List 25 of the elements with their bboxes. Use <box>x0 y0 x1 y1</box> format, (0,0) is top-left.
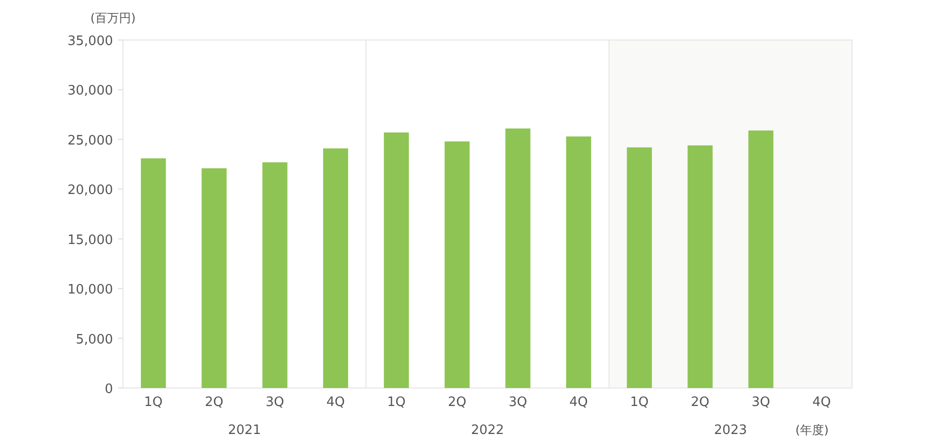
text: 2022 <box>470 423 504 438</box>
x-tick-label: 2Q <box>204 395 224 410</box>
x-tick-label: 1Q <box>630 395 649 410</box>
y-tick-label: 0 <box>104 382 113 397</box>
text: (年度) <box>795 423 829 437</box>
text: 2023 <box>714 423 748 438</box>
x-tick-label: 4Q <box>812 395 831 410</box>
x-tick-label: 1Q <box>387 395 406 410</box>
y-tick-label: 25,000 <box>68 133 113 148</box>
x-tick-label: 3Q <box>266 395 284 410</box>
y-axis-title: (百万円) <box>90 11 136 25</box>
y-tick-label: 10,000 <box>68 282 113 298</box>
y-tick-label: 30,000 <box>68 84 113 99</box>
text: 2021 <box>228 423 262 438</box>
x-tick-label: 4Q <box>326 395 345 410</box>
x-tick-label: 2Q <box>690 395 710 410</box>
y-tick-label: 5,000 <box>76 332 113 348</box>
y-tick-label: 15,000 <box>68 232 113 248</box>
x-tick-label: 1Q <box>144 395 163 410</box>
y-tick-label: 35,000 <box>68 34 113 49</box>
x-tick-label: 4Q <box>569 395 588 410</box>
x-tick-label: 3Q <box>508 395 528 410</box>
y-tick-label: 20,000 <box>68 183 113 198</box>
x-tick-label: 3Q <box>752 395 770 410</box>
x-tick-label: 2Q <box>448 395 466 410</box>
